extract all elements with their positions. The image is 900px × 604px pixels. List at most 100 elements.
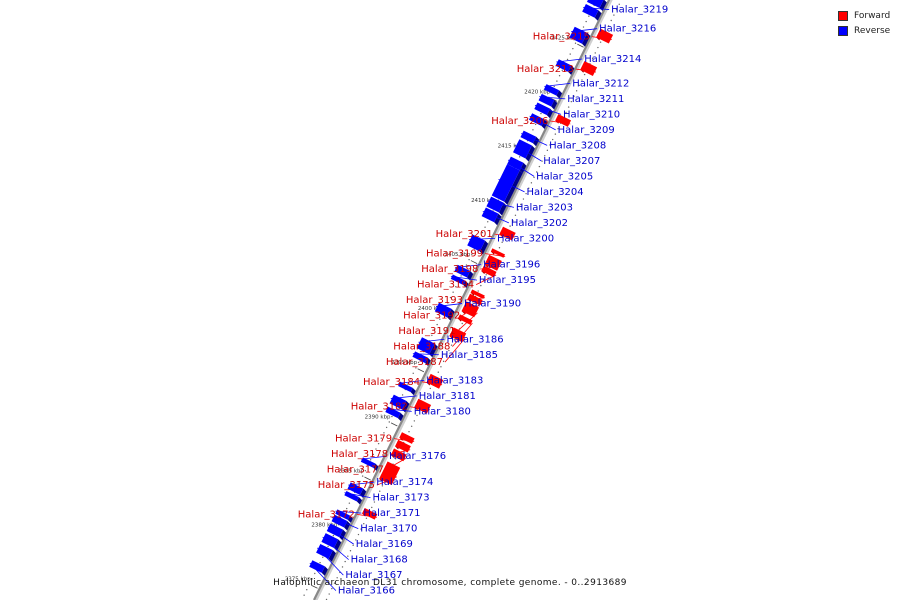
minor-tick xyxy=(402,394,403,395)
scale-tick xyxy=(577,44,583,47)
gene-label: Halar_3209 xyxy=(558,125,615,136)
minor-tick xyxy=(413,373,414,374)
minor-tick xyxy=(532,129,533,130)
gene-label: Halar_3203 xyxy=(516,202,573,213)
minor-tick xyxy=(611,20,612,21)
gene-label: Halar_3196 xyxy=(483,260,540,271)
minor-tick xyxy=(540,113,541,114)
gene-label: Halar_3187 xyxy=(386,357,443,368)
gene-label: Halar_3213 xyxy=(517,64,574,75)
minor-tick xyxy=(572,48,573,49)
gene-label: Halar_3194 xyxy=(417,280,474,291)
minor-tick xyxy=(350,550,351,551)
minor-tick xyxy=(523,198,524,199)
minor-tick xyxy=(452,291,453,292)
minor-tick xyxy=(554,86,555,87)
reverse-swatch xyxy=(838,26,848,36)
gene-label: Halar_3206 xyxy=(491,116,548,127)
minor-tick xyxy=(575,43,576,44)
gene-label: Halar_3175 xyxy=(318,480,375,491)
minor-tick xyxy=(477,290,478,291)
chromosome-caption: Halophilic archaeon DL31 chromosome, com… xyxy=(0,578,900,588)
minor-tick xyxy=(314,573,315,574)
minor-tick xyxy=(487,221,488,222)
gene-label: Halar_3207 xyxy=(543,156,600,167)
minor-tick xyxy=(600,41,601,42)
minor-tick xyxy=(567,59,568,60)
minor-tick xyxy=(303,594,304,595)
label-layer: Halar_3215 Halar_3213 Halar_3206 Halar_3201… xyxy=(298,0,674,597)
gene-label: Halar_3198 xyxy=(421,264,478,275)
minor-tick xyxy=(352,545,353,546)
minor-tick xyxy=(414,420,415,421)
gene-label: Halar_3204 xyxy=(527,187,584,198)
gene-label: Halar_3195 xyxy=(479,275,536,286)
minor-tick xyxy=(515,215,516,216)
gene-label: Halar_3200 xyxy=(497,233,554,244)
minor-tick xyxy=(531,182,532,183)
minor-tick xyxy=(386,427,387,428)
minor-tick xyxy=(585,21,586,22)
gene-label: Halar_3179 xyxy=(335,434,392,445)
minor-tick xyxy=(333,535,334,536)
gene-label: Halar_3186 xyxy=(446,334,503,345)
minor-tick xyxy=(547,150,548,151)
minor-tick xyxy=(559,75,560,76)
gene-label: Halar_3211 xyxy=(567,94,624,105)
minor-tick xyxy=(430,388,431,389)
gene-label: Halar_3215 xyxy=(533,32,590,43)
minor-tick xyxy=(499,247,500,248)
gene-label: Halar_3170 xyxy=(360,524,417,535)
scale-tick-label: 2390 kbp xyxy=(365,414,391,420)
gene-label: Halar_3216 xyxy=(599,24,656,35)
minor-tick xyxy=(597,47,598,48)
minor-tick xyxy=(484,227,485,228)
minor-tick xyxy=(556,80,557,81)
gene-label: Halar_3214 xyxy=(584,54,641,65)
gene-label: Halar_3174 xyxy=(376,477,433,488)
gene-label: Halar_3168 xyxy=(351,555,408,566)
minor-tick xyxy=(588,15,589,16)
gene-label: Halar_3192 xyxy=(403,311,460,322)
minor-tick xyxy=(349,502,350,503)
scale-tick xyxy=(418,369,424,372)
minor-tick xyxy=(570,53,571,54)
gene-label: Halar_3205 xyxy=(536,171,593,182)
minor-tick xyxy=(460,275,461,276)
forward-swatch xyxy=(838,11,848,21)
gene-label: Halar_3202 xyxy=(511,218,568,229)
gene-label: Halar_3219 xyxy=(611,5,668,16)
minor-tick xyxy=(389,421,390,422)
gene-label: Halar_3180 xyxy=(414,406,471,417)
minor-tick xyxy=(331,588,332,589)
legend-label-forward: Forward xyxy=(854,11,890,21)
minor-tick xyxy=(443,361,444,362)
minor-tick xyxy=(533,177,534,178)
gene-label: Halar_3193 xyxy=(406,295,463,306)
minor-tick xyxy=(358,534,359,535)
minor-tick xyxy=(322,557,323,558)
gene-label: Halar_3201 xyxy=(436,229,493,240)
gene-label: Halar_3173 xyxy=(372,493,429,504)
minor-tick xyxy=(411,426,412,427)
minor-tick xyxy=(568,106,569,107)
gene-label: Halar_3181 xyxy=(419,391,476,402)
minor-tick xyxy=(391,416,392,417)
minor-tick xyxy=(344,561,345,562)
gene-label: Halar_3210 xyxy=(563,109,620,120)
minor-tick xyxy=(319,562,320,563)
minor-tick xyxy=(438,371,439,372)
legend: Forward Reverse xyxy=(838,8,890,38)
minor-tick xyxy=(408,431,409,432)
gene-label: Halar_3178 xyxy=(331,449,388,460)
gene-label: Halar_3190 xyxy=(464,299,521,310)
minor-tick xyxy=(583,26,584,27)
gene-label: Halar_3183 xyxy=(426,375,483,386)
gene-label: Halar_3185 xyxy=(441,350,498,361)
minor-tick xyxy=(539,166,540,167)
legend-label-reverse: Reverse xyxy=(854,26,890,36)
minor-tick xyxy=(519,156,520,157)
gene-label: Halar_3176 xyxy=(389,451,446,462)
